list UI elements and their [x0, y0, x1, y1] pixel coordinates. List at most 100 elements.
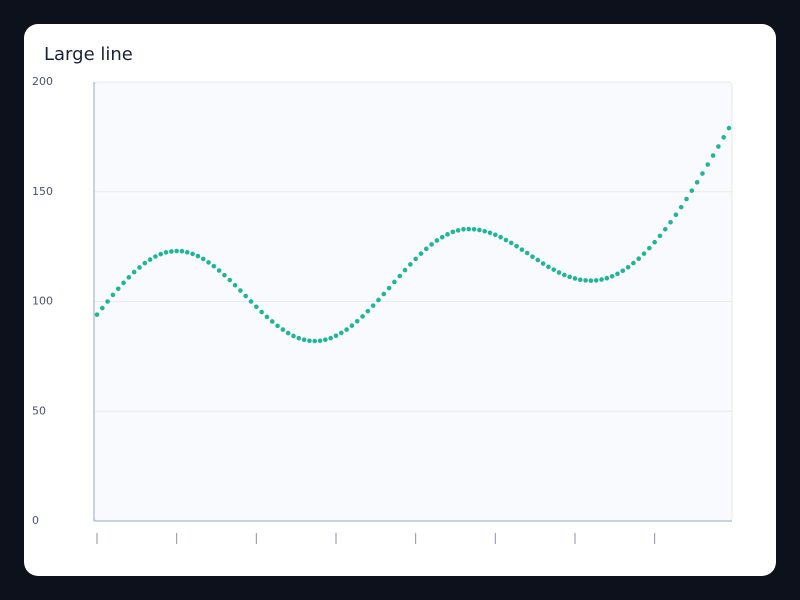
data-point: [705, 162, 711, 167]
data-point: [105, 299, 110, 304]
data-point: [631, 260, 636, 266]
data-point: [137, 265, 142, 270]
data-point: [662, 226, 668, 232]
data-point: [158, 251, 164, 257]
data-point: [524, 250, 530, 256]
data-point: [174, 248, 179, 254]
data-point: [179, 248, 185, 254]
data-point: [301, 337, 307, 342]
data-point: [238, 288, 243, 293]
data-point: [328, 335, 333, 341]
data-point: [216, 268, 222, 273]
data-point: [365, 308, 371, 314]
data-point: [206, 260, 211, 265]
data-point: [153, 254, 158, 259]
data-point: [370, 303, 376, 308]
data-point: [535, 257, 541, 263]
data-point: [498, 234, 503, 240]
data-point: [673, 212, 679, 218]
data-point: [530, 254, 535, 260]
data-point: [684, 196, 689, 202]
data-point: [184, 250, 190, 255]
data-point: [376, 297, 381, 303]
data-point: [413, 256, 418, 262]
data-point: [163, 250, 169, 255]
data-point: [546, 264, 551, 270]
data-point: [291, 333, 296, 339]
data-point: [429, 242, 434, 247]
data-point: [641, 251, 647, 256]
data-point: [397, 273, 403, 279]
data-point: [227, 277, 233, 283]
data-point: [285, 330, 291, 336]
data-point: [349, 323, 355, 328]
data-point: [461, 226, 466, 232]
data-point: [599, 277, 604, 282]
data-point: [482, 228, 487, 234]
data-point: [195, 253, 201, 259]
data-point: [721, 135, 726, 140]
data-point: [577, 277, 583, 283]
data-point: [402, 267, 408, 273]
data-point: [344, 327, 349, 332]
data-point: [169, 249, 174, 254]
data-point: [275, 323, 280, 329]
data-point: [307, 338, 312, 344]
data-point: [625, 264, 631, 270]
data-point: [508, 240, 514, 246]
data-point: [434, 238, 440, 243]
data-point: [620, 268, 626, 274]
data-point: [269, 319, 275, 324]
y-tick-label: 100: [32, 295, 53, 308]
data-point: [94, 312, 100, 317]
data-point: [694, 180, 700, 185]
data-point: [259, 309, 264, 315]
data-point: [354, 318, 360, 324]
data-point: [583, 278, 588, 283]
data-point: [392, 279, 397, 285]
data-point: [408, 262, 413, 267]
data-point: [567, 274, 572, 280]
y-tick-label: 0: [32, 514, 39, 527]
data-point: [556, 270, 562, 275]
data-point: [636, 256, 642, 261]
data-point: [700, 171, 705, 176]
data-point: [493, 232, 498, 238]
data-point: [360, 314, 365, 319]
data-point: [142, 260, 148, 266]
chart-title: Large line: [44, 44, 133, 65]
data-point: [593, 278, 599, 283]
data-point: [689, 188, 695, 193]
data-point: [562, 272, 567, 278]
data-point: [317, 338, 323, 344]
data-point: [604, 275, 610, 281]
data-point: [126, 275, 132, 280]
data-point: [381, 291, 387, 297]
data-point: [466, 226, 472, 232]
data-point: [572, 276, 578, 281]
data-point: [678, 204, 684, 210]
data-point: [423, 246, 429, 252]
data-point: [386, 285, 392, 291]
data-point: [131, 269, 137, 275]
data-point: [514, 243, 519, 249]
data-point: [551, 267, 557, 272]
data-point: [254, 304, 259, 310]
data-point: [296, 335, 302, 341]
data-point: [540, 261, 546, 266]
data-point: [232, 282, 238, 288]
data-point: [588, 278, 594, 283]
data-point: [243, 293, 249, 299]
y-tick-label: 200: [32, 75, 53, 88]
data-point: [503, 237, 509, 243]
data-point: [668, 219, 673, 225]
data-point: [110, 292, 116, 298]
data-point: [519, 247, 525, 252]
data-point: [333, 333, 339, 339]
data-point: [716, 144, 721, 149]
data-point: [455, 228, 461, 233]
data-point: [477, 227, 482, 233]
data-point: [100, 305, 105, 311]
data-point: [609, 273, 615, 279]
